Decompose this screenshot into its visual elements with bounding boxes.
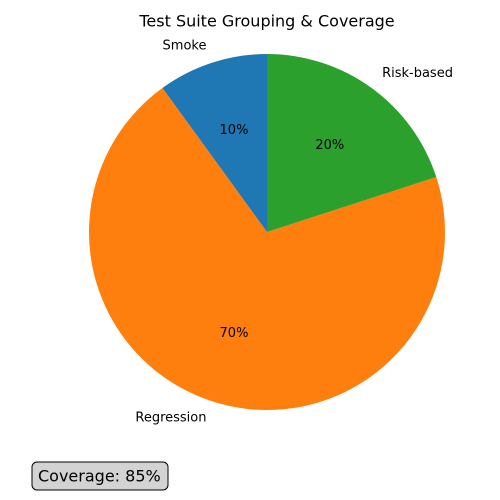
pie-slice <box>88 87 445 411</box>
annotation: Coverage: 85% <box>38 467 161 486</box>
slice-label: Risk-based <box>382 66 453 81</box>
pie-slice <box>162 54 267 232</box>
value-label: 70% <box>220 326 249 341</box>
chart-title: Test Suite Grouping & Coverage <box>138 12 394 31</box>
slice-label: Regression <box>135 411 206 426</box>
value-label: 20% <box>315 138 344 153</box>
annotation-box <box>31 461 169 491</box>
value-label: 10% <box>220 123 249 138</box>
slice-label: Smoke <box>163 38 207 53</box>
pie-slice <box>267 54 437 232</box>
